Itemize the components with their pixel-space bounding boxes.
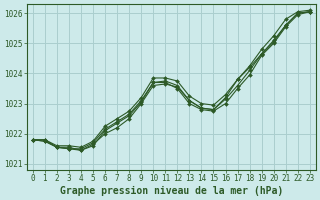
X-axis label: Graphe pression niveau de la mer (hPa): Graphe pression niveau de la mer (hPa) — [60, 186, 283, 196]
